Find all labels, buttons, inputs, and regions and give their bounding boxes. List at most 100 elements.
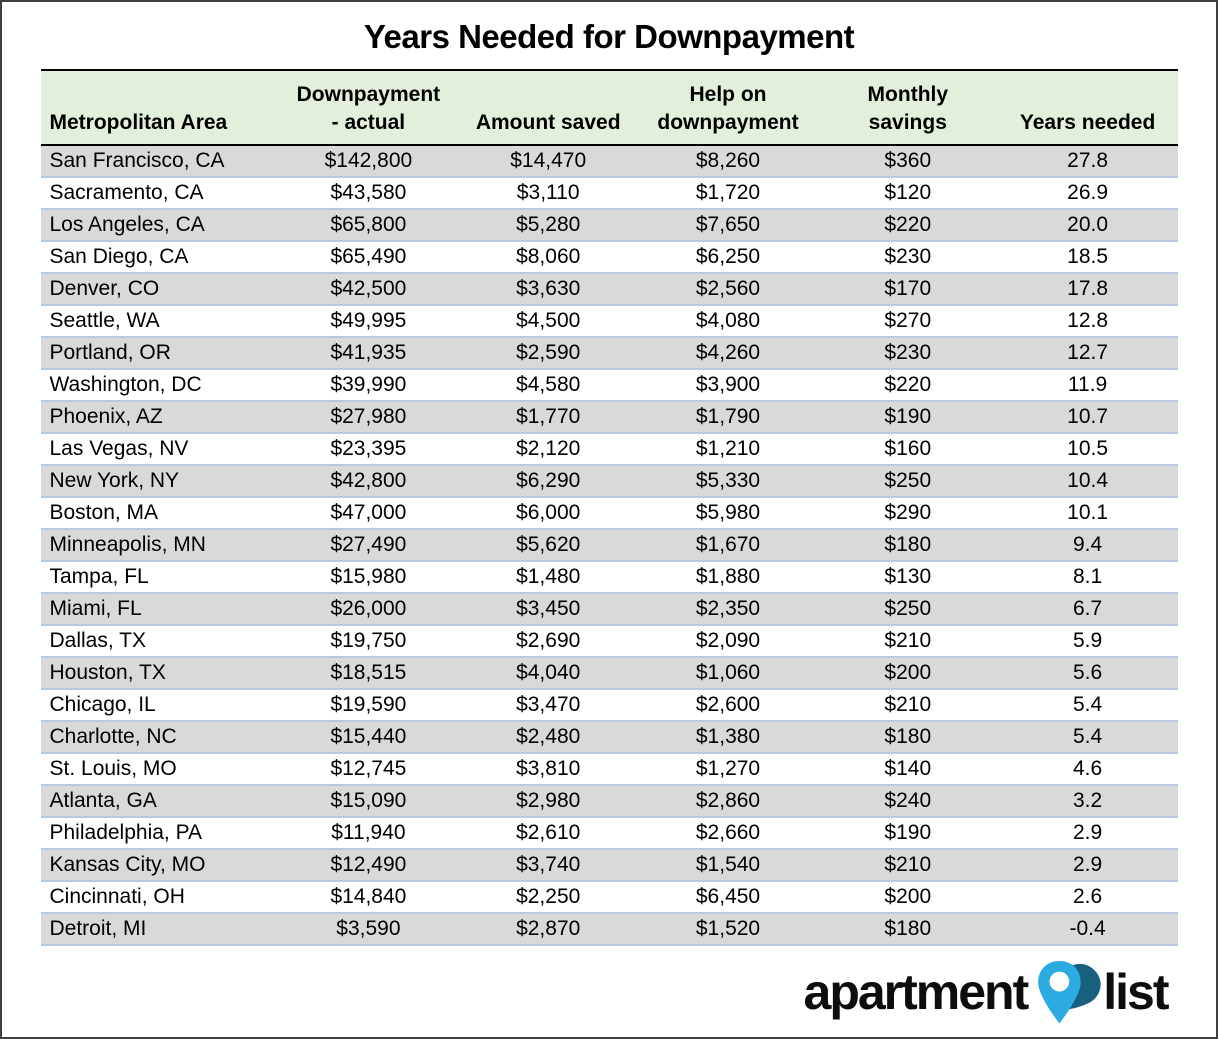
cell-monthly-savings: $360 [817,145,998,179]
column-header-monthly-savings: Monthly savings [817,68,998,147]
cell-downpayment-actual: $12,490 [278,849,459,883]
cell-monthly-savings: $180 [817,913,998,947]
cell-downpayment-actual: $65,490 [278,241,459,275]
table-row: Washington, DC $39,990 $4,580 $3,900 $220 11.… [40,369,1178,403]
cell-metro: Sacramento, CA [40,177,279,211]
cell-years-needed: 20.0 [997,209,1178,243]
cell-monthly-savings: $160 [817,433,998,467]
cell-metro: Philadelphia, PA [40,817,279,851]
cell-years-needed: 12.7 [997,337,1178,371]
table-row: New York, NY $42,800 $6,290 $5,330 $250 10.4 [40,465,1178,499]
cell-metro: Cincinnati, OH [40,881,279,915]
cell-metro: Detroit, MI [40,913,279,947]
cell-years-needed: 2.9 [997,817,1178,851]
cell-metro: Phoenix, AZ [40,401,279,435]
cell-amount-saved: $4,040 [458,657,639,691]
cell-metro: Tampa, FL [40,561,279,595]
table-row: Boston, MA $47,000 $6,000 $5,980 $290 10.1 [40,497,1178,531]
cell-help-on-downpayment: $4,260 [638,337,818,371]
cell-downpayment-actual: $49,995 [278,305,459,339]
cell-downpayment-actual: $11,940 [278,817,459,851]
cell-downpayment-actual: $47,000 [278,497,459,531]
cell-metro: Miami, FL [40,593,279,627]
cell-metro: Seattle, WA [40,305,279,339]
cell-amount-saved: $3,740 [458,849,639,883]
cell-downpayment-actual: $18,515 [278,657,459,691]
cell-metro: Kansas City, MO [40,849,279,883]
cell-amount-saved: $1,770 [458,401,639,435]
cell-monthly-savings: $170 [817,273,998,307]
cell-downpayment-actual: $19,750 [278,625,459,659]
cell-years-needed: 11.9 [997,369,1178,403]
cell-downpayment-actual: $39,990 [278,369,459,403]
cell-years-needed: 2.9 [997,849,1178,883]
cell-monthly-savings: $200 [817,657,998,691]
table-row: Charlotte, NC $15,440 $2,480 $1,380 $180 5.4 [40,721,1178,755]
table-row: Los Angeles, CA $65,800 $5,280 $7,650 $220 20… [40,209,1178,243]
cell-years-needed: 27.8 [997,145,1178,179]
cell-amount-saved: $2,610 [458,817,639,851]
cell-monthly-savings: $210 [817,689,998,723]
table-row: San Francisco, CA $142,800 $14,470 $8,260 $3… [40,145,1178,179]
cell-help-on-downpayment: $8,260 [638,145,818,179]
cell-downpayment-actual: $3,590 [278,913,459,947]
cell-years-needed: 2.6 [997,881,1178,915]
cell-years-needed: 10.5 [997,433,1178,467]
cell-years-needed: 17.8 [997,273,1178,307]
cell-metro: Dallas, TX [40,625,279,659]
cell-help-on-downpayment: $2,860 [638,785,818,819]
apartmentlist-logo: apartment list [803,956,1170,1036]
page-title: Years Needed for Downpayment [363,18,855,55]
cell-amount-saved: $2,250 [458,881,639,915]
cell-amount-saved: $3,110 [458,177,639,211]
table-row: Detroit, MI $3,590 $2,870 $1,520 $180 -0.4 [40,913,1178,947]
column-header-amount-saved: Amount saved [458,68,639,147]
cell-downpayment-actual: $42,800 [278,465,459,499]
cell-amount-saved: $4,500 [458,305,639,339]
table-header-row: Metropolitan Area Downpayment - actual Amo… [40,68,1178,147]
cell-amount-saved: $3,470 [458,689,639,723]
cell-metro: New York, NY [40,465,279,499]
cell-downpayment-actual: $27,490 [278,529,459,563]
cell-years-needed: 5.6 [997,657,1178,691]
table-row: Minneapolis, MN $27,490 $5,620 $1,670 $180 9.… [40,529,1178,563]
table-row: Denver, CO $42,500 $3,630 $2,560 $170 17.8 [40,273,1178,307]
cell-help-on-downpayment: $5,980 [638,497,818,531]
logo-word-apartment: apartment [803,964,1030,1021]
cell-amount-saved: $14,470 [458,145,639,179]
cell-years-needed: 10.4 [997,465,1178,499]
cell-monthly-savings: $120 [817,177,998,211]
cell-amount-saved: $2,690 [458,625,639,659]
cell-downpayment-actual: $43,580 [278,177,459,211]
cell-metro: Atlanta, GA [40,785,279,819]
location-pin-icon [1029,956,1105,1036]
cell-years-needed: 6.7 [997,593,1178,627]
table-row: Dallas, TX $19,750 $2,690 $2,090 $210 5.9 [40,625,1178,659]
cell-amount-saved: $3,630 [458,273,639,307]
cell-monthly-savings: $270 [817,305,998,339]
cell-metro: San Diego, CA [40,241,279,275]
cell-monthly-savings: $230 [817,241,998,275]
downpayment-table: Metropolitan Area Downpayment - actual Amo… [40,68,1178,947]
cell-metro: Los Angeles, CA [40,209,279,243]
table-row: St. Louis, MO $12,745 $3,810 $1,270 $140 4.6 [40,753,1178,787]
cell-help-on-downpayment: $1,880 [638,561,818,595]
cell-help-on-downpayment: $1,060 [638,657,818,691]
table-row: Phoenix, AZ $27,980 $1,770 $1,790 $190 10.7 [40,401,1178,435]
cell-help-on-downpayment: $2,560 [638,273,818,307]
cell-metro: St. Louis, MO [40,753,279,787]
cell-monthly-savings: $180 [817,529,998,563]
cell-amount-saved: $3,810 [458,753,639,787]
cell-downpayment-actual: $12,745 [278,753,459,787]
cell-monthly-savings: $250 [817,593,998,627]
cell-downpayment-actual: $15,440 [278,721,459,755]
cell-monthly-savings: $210 [817,625,998,659]
cell-monthly-savings: $190 [817,817,998,851]
cell-monthly-savings: $220 [817,209,998,243]
table-row: Las Vegas, NV $23,395 $2,120 $1,210 $160 10.5 [40,433,1178,467]
table-row: Cincinnati, OH $14,840 $2,250 $6,450 $200 2.6 [40,881,1178,915]
cell-amount-saved: $6,290 [458,465,639,499]
cell-downpayment-actual: $15,980 [278,561,459,595]
cell-years-needed: 5.4 [997,721,1178,755]
cell-help-on-downpayment: $1,540 [638,849,818,883]
